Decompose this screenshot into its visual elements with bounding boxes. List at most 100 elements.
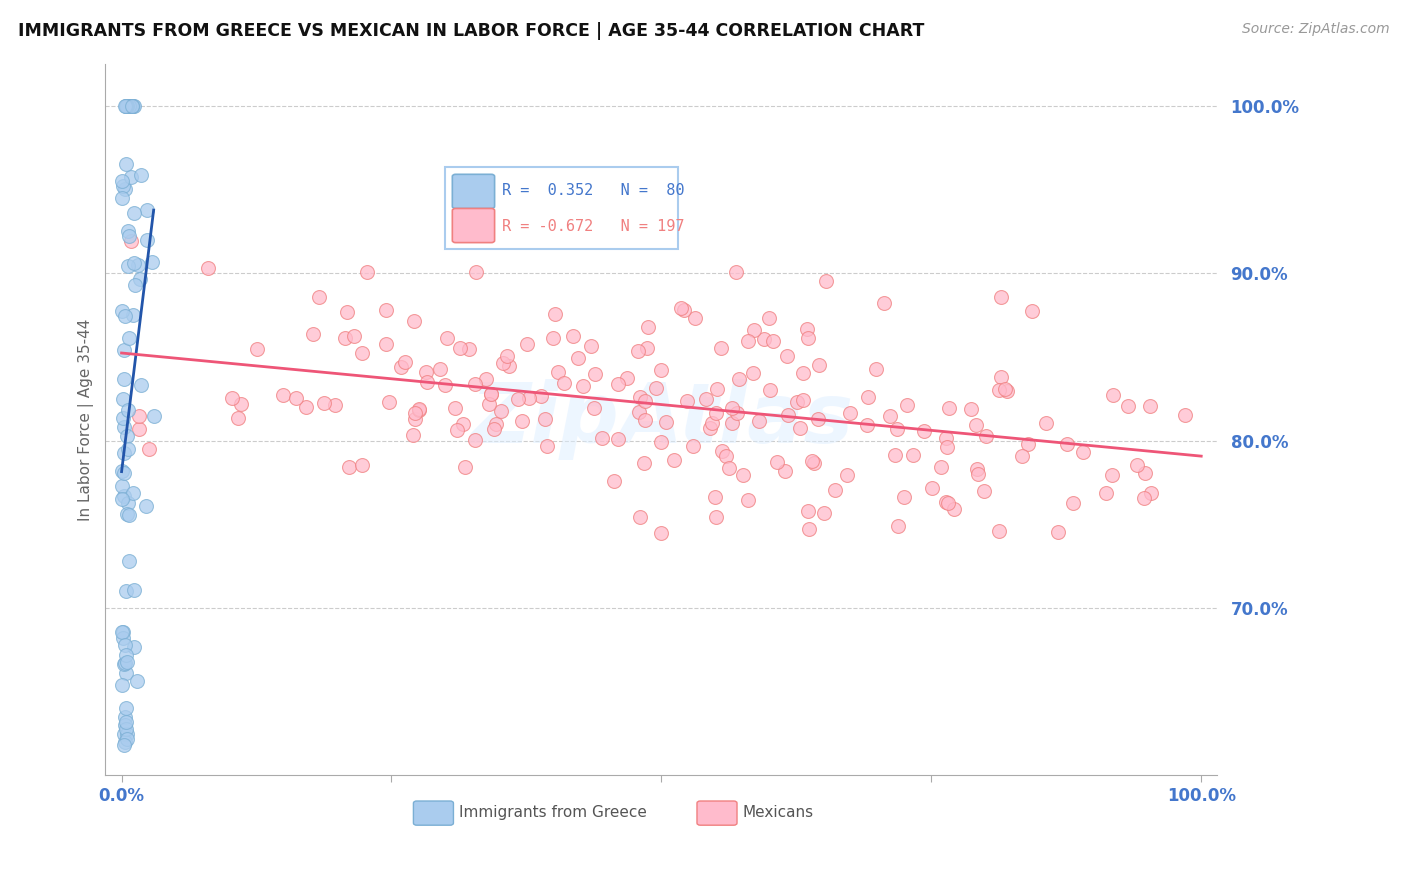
Point [128,409,150,424]
Point [976,429,998,443]
Point [721,416,744,430]
Point [115,99,138,113]
Point [807,358,830,372]
Point [451,417,474,432]
Point [389,360,412,375]
Point [966,462,988,476]
Point [517,391,540,405]
Point [246,342,269,356]
Point [797,522,820,536]
Point [118,554,141,568]
Point [115,726,138,740]
Point [634,413,657,427]
Point [121,308,143,322]
Point [457,342,479,356]
Point [120,235,142,249]
Point [115,648,138,662]
Point [415,365,437,379]
Point [484,421,506,435]
Point [938,401,960,416]
Point [131,168,153,182]
Point [1071,444,1094,458]
Point [404,411,426,425]
Point [510,413,533,427]
Point [111,191,134,205]
Point [308,290,330,304]
Point [1133,491,1156,505]
Point [637,320,659,334]
Point [141,255,163,269]
Point [935,495,957,509]
Point [633,457,655,471]
Point [786,395,808,409]
Point [115,665,138,680]
Point [717,461,740,475]
Point [727,372,749,386]
Point [1101,467,1123,482]
Point [567,351,589,366]
Point [492,355,515,369]
Point [114,735,136,749]
Point [748,414,770,428]
Y-axis label: In Labor Force | Age 35-44: In Labor Force | Age 35-44 [79,318,94,521]
Point [776,350,799,364]
Point [117,442,139,457]
Point [498,359,520,373]
Point [856,417,879,432]
Point [197,260,219,275]
Point [129,272,152,286]
Point [533,412,555,426]
Point [775,464,797,478]
Point [122,485,145,500]
Point [115,99,138,113]
Point [118,99,141,113]
Point [125,673,148,688]
Point [704,510,727,524]
Point [628,390,651,404]
Point [375,336,398,351]
Point [627,343,650,358]
Point [872,295,894,310]
Point [602,474,624,488]
Point [115,428,138,442]
Point [114,638,136,652]
Point [464,377,486,392]
Point [111,624,134,639]
Point [737,334,759,348]
Point [912,424,935,438]
Point [118,99,141,113]
Point [114,583,136,598]
Point [699,421,721,435]
Point [815,274,838,288]
Point [967,467,990,482]
Point [135,500,157,514]
Point [644,381,666,395]
Point [295,400,318,414]
Point [394,355,416,369]
Point [122,256,145,270]
Point [115,99,138,113]
Point [121,99,143,113]
Point [408,401,430,416]
Point [650,363,672,377]
Point [938,496,960,510]
Point [762,334,785,348]
Point [839,406,862,420]
Point [886,422,908,436]
Point [1021,303,1043,318]
Point [1047,525,1070,540]
Point [1133,467,1156,481]
Point [301,326,323,341]
Point [114,710,136,724]
Point [1017,437,1039,451]
Point [995,384,1018,399]
Point [114,181,136,195]
Point [404,314,426,328]
Point [111,304,134,318]
Point [1125,458,1147,472]
Point [127,258,149,272]
Point [935,440,957,454]
Point [112,411,135,425]
Point [669,301,692,316]
Point [408,403,430,417]
